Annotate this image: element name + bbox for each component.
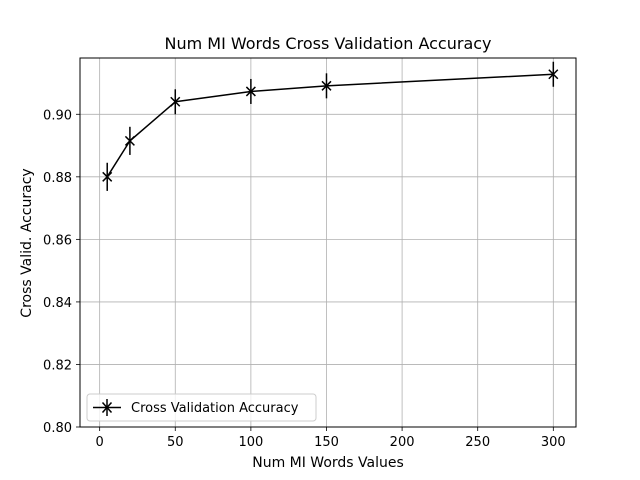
data-point-x-marker <box>102 171 113 182</box>
y-tick-label: 0.90 <box>43 108 72 123</box>
y-tick-label: 0.84 <box>43 296 72 311</box>
x-tick-label: 100 <box>238 435 263 450</box>
y-tick-label: 0.86 <box>43 233 72 248</box>
data-point-x-marker <box>548 69 559 80</box>
x-tick-label: 150 <box>314 435 339 450</box>
legend: Cross Validation Accuracy <box>86 393 317 422</box>
y-tick-label: 0.88 <box>43 171 72 186</box>
y-axis-label: Cross Valid. Accuracy <box>19 168 35 317</box>
series-line <box>106 73 554 178</box>
plot-frame <box>79 57 577 428</box>
data-point-x-marker <box>321 80 332 91</box>
x-tick-label: 0 <box>96 435 104 450</box>
x-tick-label: 300 <box>541 435 566 450</box>
data-point-x-marker <box>170 96 181 107</box>
legend-label: Cross Validation Accuracy <box>131 401 299 416</box>
axis-ticks: 0 50 100 150 200 250 300 0.80 0.82 0.84 0.86 0.88 0.… <box>43 108 566 450</box>
x-tick-label: 200 <box>390 435 415 450</box>
legend-box <box>86 393 317 422</box>
x-axis-label: Num MI Words Values <box>252 455 404 471</box>
y-tick-label: 0.82 <box>43 358 72 373</box>
x-tick-label: 50 <box>167 435 184 450</box>
x-tick-label: 250 <box>465 435 490 450</box>
chart-title: Num MI Words Cross Validation Accuracy <box>164 34 491 53</box>
data-point-x-marker <box>245 86 256 97</box>
plot-series <box>102 61 559 191</box>
data-point-x-marker <box>124 135 135 146</box>
y-tick-label: 0.80 <box>43 421 72 436</box>
